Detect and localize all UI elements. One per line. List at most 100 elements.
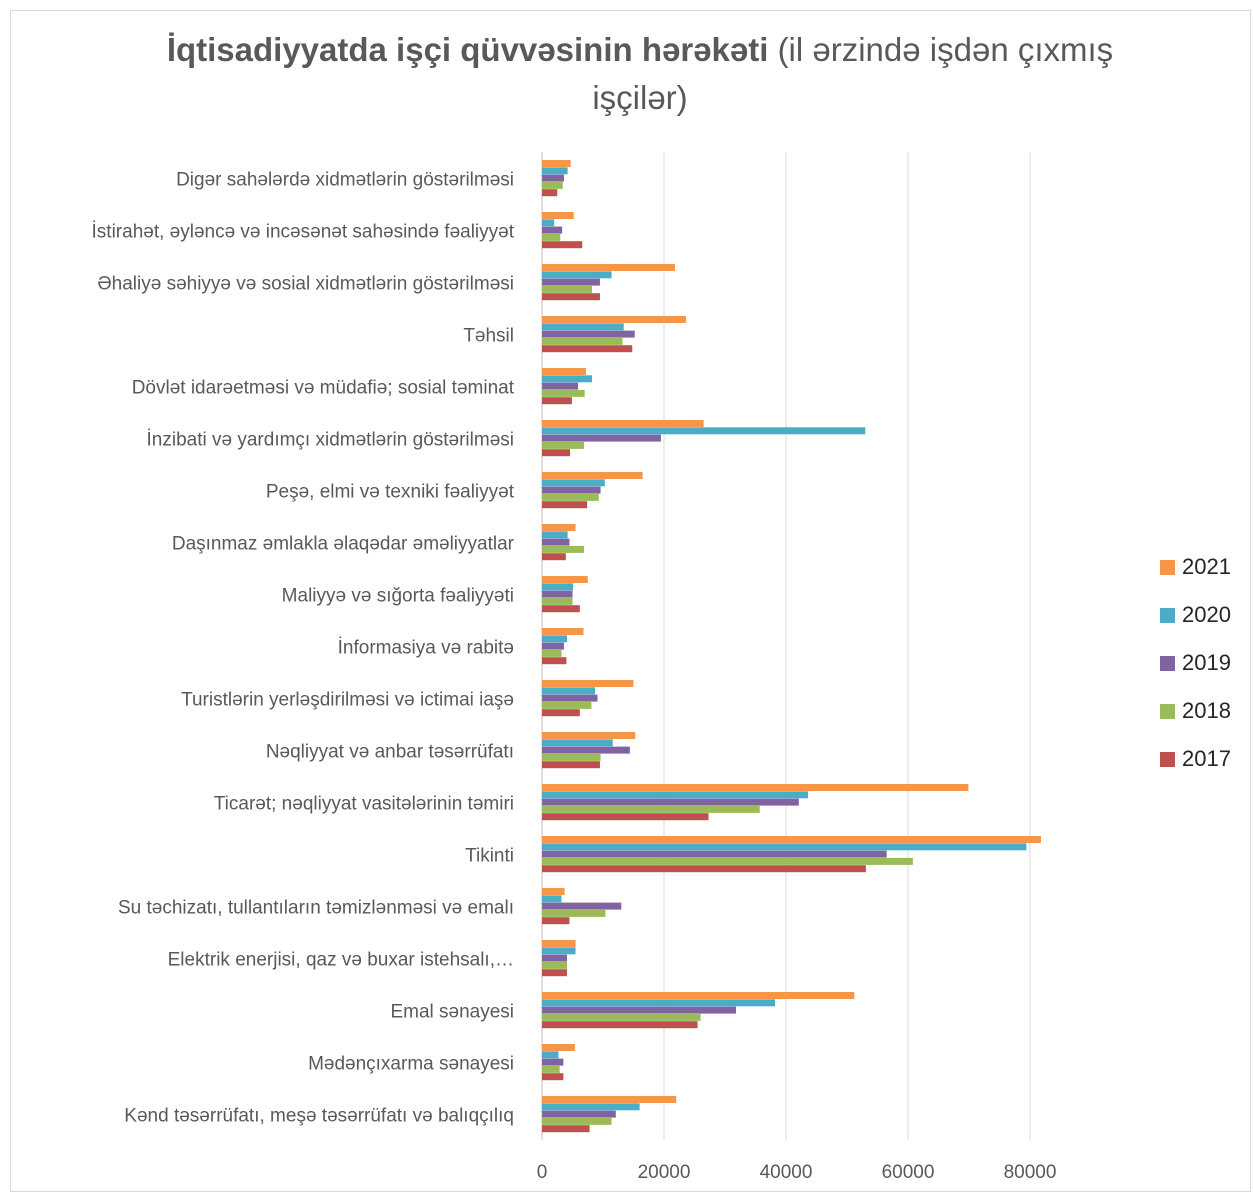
bar xyxy=(542,680,634,687)
legend-swatch xyxy=(1160,752,1175,767)
bar xyxy=(542,739,613,747)
legend-swatch xyxy=(1160,608,1175,623)
category-label: Elektrik enerjisi, qaz və buxar istehsal… xyxy=(168,949,514,970)
category-label: İnformasiya və rabitə xyxy=(338,637,514,658)
category-label: İnzibati və yardımçı xidmətlərin göstəri… xyxy=(147,429,514,450)
bar xyxy=(542,590,573,598)
bar xyxy=(542,264,675,271)
bar xyxy=(542,992,855,999)
bar xyxy=(542,999,776,1007)
category-label: Maliyyə və sığorta fəaliyyəti xyxy=(282,585,514,606)
x-tick-label: 0 xyxy=(537,1162,548,1183)
category-label: Ticarət; nəqliyyat vasitələrinin təmiri xyxy=(214,793,514,814)
bar xyxy=(542,732,636,739)
bar xyxy=(542,167,568,175)
bar xyxy=(542,441,585,449)
bar xyxy=(542,969,568,977)
bar xyxy=(542,642,564,650)
bar xyxy=(542,940,576,947)
bar xyxy=(542,420,704,427)
bar xyxy=(542,635,568,643)
category-label: Daşınmaz əmlakla əlaqədar əməliyyatlar xyxy=(172,533,515,554)
bar xyxy=(542,954,568,962)
bar xyxy=(542,427,866,435)
bar xyxy=(542,909,606,917)
bar xyxy=(542,902,622,910)
bar xyxy=(542,330,635,338)
category-label: Nəqliyyat və anbar təsərrüfatı xyxy=(266,741,514,762)
bar xyxy=(542,174,564,182)
x-tick-label: 60000 xyxy=(882,1162,935,1183)
category-label: Kənd təsərrüfatı, meşə təsərrüfatı və ba… xyxy=(124,1105,514,1126)
bar xyxy=(542,212,574,219)
bar xyxy=(542,226,563,234)
bar xyxy=(542,1117,612,1125)
bar xyxy=(542,791,808,799)
bar xyxy=(542,753,601,761)
bar xyxy=(542,1073,564,1081)
category-label: Emal sənayesi xyxy=(390,1001,514,1022)
bar xyxy=(542,181,563,189)
bar xyxy=(542,545,585,553)
x-tick-label: 40000 xyxy=(760,1162,813,1183)
bar xyxy=(542,1110,616,1118)
bar xyxy=(542,605,580,613)
bar xyxy=(542,524,576,531)
bar xyxy=(542,1058,564,1066)
legend-label: 2021 xyxy=(1182,554,1231,579)
bar xyxy=(542,479,605,487)
bar xyxy=(542,1103,640,1111)
bar xyxy=(542,865,866,873)
chart-title: İqtisadiyyatda işçi qüvvəsinin hərəkəti … xyxy=(150,26,1130,122)
bar xyxy=(542,798,799,806)
category-label: Peşə, elmi və texniki fəaliyyət xyxy=(266,481,515,502)
chart-title-rest: (il ərzində işdən çıxmış işçilər) xyxy=(592,31,1114,116)
x-tick-label: 20000 xyxy=(638,1162,691,1183)
bar xyxy=(542,233,561,241)
bar xyxy=(542,1096,677,1103)
bar xyxy=(542,850,887,858)
bar xyxy=(542,805,760,813)
category-label: Digər sahələrdə xidmətlərin göstərilməsi xyxy=(176,169,514,190)
bar xyxy=(542,657,567,665)
category-label: Təhsil xyxy=(463,325,514,346)
bar xyxy=(542,316,686,323)
bar xyxy=(542,278,600,286)
bar xyxy=(542,293,600,301)
bar xyxy=(542,836,1041,843)
bar xyxy=(542,1006,736,1014)
bar xyxy=(542,701,592,709)
bar xyxy=(542,597,573,605)
category-label: Dövlət idarəetməsi və müdafiə; sosial tə… xyxy=(132,377,515,398)
bar xyxy=(542,1013,701,1021)
bar xyxy=(542,687,596,695)
bar xyxy=(542,397,572,405)
category-label: Tikinti xyxy=(465,845,514,866)
bar xyxy=(542,784,969,791)
category-label: Turistlərin yerləşdirilməsi və ictimai i… xyxy=(181,689,514,710)
bar xyxy=(542,553,566,561)
category-label: Su təchizatı, tullantıların təmizlənməsi… xyxy=(118,897,514,918)
bar xyxy=(542,493,599,501)
bar xyxy=(542,345,633,353)
bar xyxy=(542,917,570,925)
bar xyxy=(542,189,558,197)
bar xyxy=(542,649,562,657)
bar xyxy=(542,323,624,331)
bar xyxy=(542,895,562,903)
bar xyxy=(542,947,576,955)
bar xyxy=(542,583,574,591)
bar xyxy=(542,888,565,895)
bar xyxy=(542,1065,560,1073)
bar xyxy=(542,1044,575,1051)
category-label: Mədənçıxarma sənayesi xyxy=(308,1053,514,1074)
legend-label: 2017 xyxy=(1182,746,1231,771)
bar xyxy=(542,375,593,383)
bar xyxy=(542,285,593,293)
bar xyxy=(542,1051,559,1059)
bar xyxy=(542,761,600,769)
bar xyxy=(542,813,709,821)
chart-title-bold: İqtisadiyyatda işçi qüvvəsinin hərəkəti xyxy=(166,31,769,68)
category-label: İstirahət, əyləncə və incəsənət sahəsind… xyxy=(92,221,515,242)
